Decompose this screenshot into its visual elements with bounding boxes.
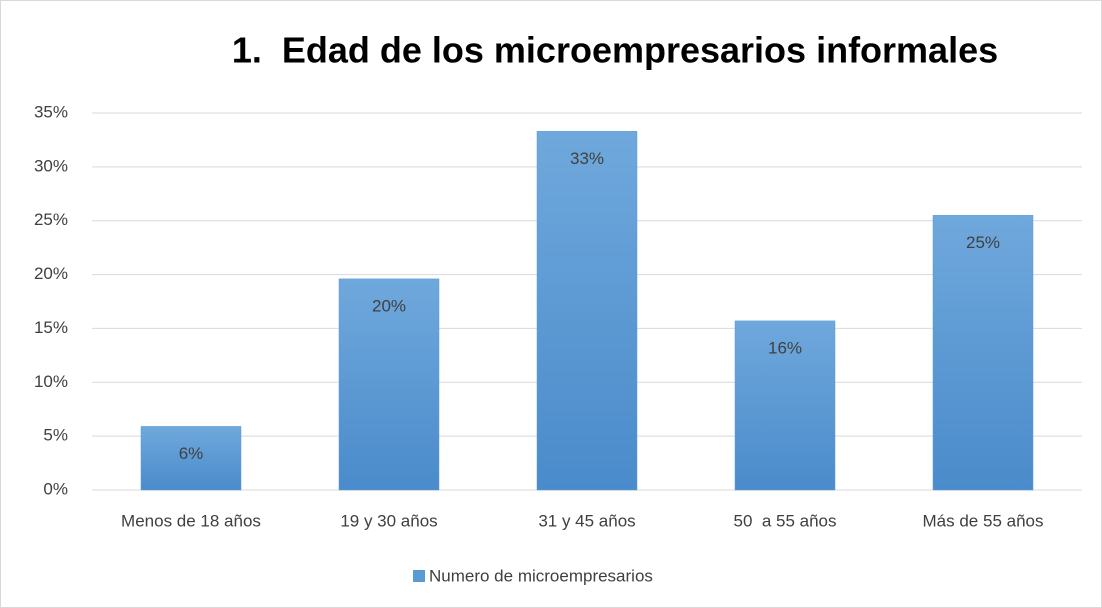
y-tick-label: 25% bbox=[34, 210, 68, 229]
bar bbox=[734, 320, 836, 491]
data-label: 20% bbox=[372, 296, 406, 315]
y-tick-label: 35% bbox=[34, 102, 68, 121]
x-tick-label: Menos de 18 años bbox=[121, 511, 261, 530]
y-tick-label: 10% bbox=[34, 372, 68, 391]
x-tick-label: Más de 55 años bbox=[923, 511, 1044, 530]
x-tick-label: 19 y 30 años bbox=[340, 511, 437, 530]
chart-title: 1. Edad de los microempresarios informal… bbox=[232, 30, 998, 71]
y-tick-label: 0% bbox=[43, 479, 68, 498]
x-tick-label: 31 y 45 años bbox=[538, 511, 635, 530]
bar bbox=[536, 131, 638, 491]
legend-swatch bbox=[413, 570, 425, 582]
bar bbox=[140, 426, 242, 491]
data-label: 25% bbox=[966, 233, 1000, 252]
data-label: 6% bbox=[179, 444, 204, 463]
y-tick-label: 30% bbox=[34, 156, 68, 175]
legend-label: Numero de microempresarios bbox=[429, 566, 653, 585]
bar bbox=[338, 278, 440, 491]
data-label: 16% bbox=[768, 338, 802, 357]
x-tick-label: 50 a 55 años bbox=[733, 511, 836, 530]
bar bbox=[932, 215, 1034, 491]
data-label: 33% bbox=[570, 149, 604, 168]
y-tick-label: 20% bbox=[34, 264, 68, 283]
y-tick-label: 15% bbox=[34, 318, 68, 337]
y-tick-label: 5% bbox=[43, 426, 68, 445]
